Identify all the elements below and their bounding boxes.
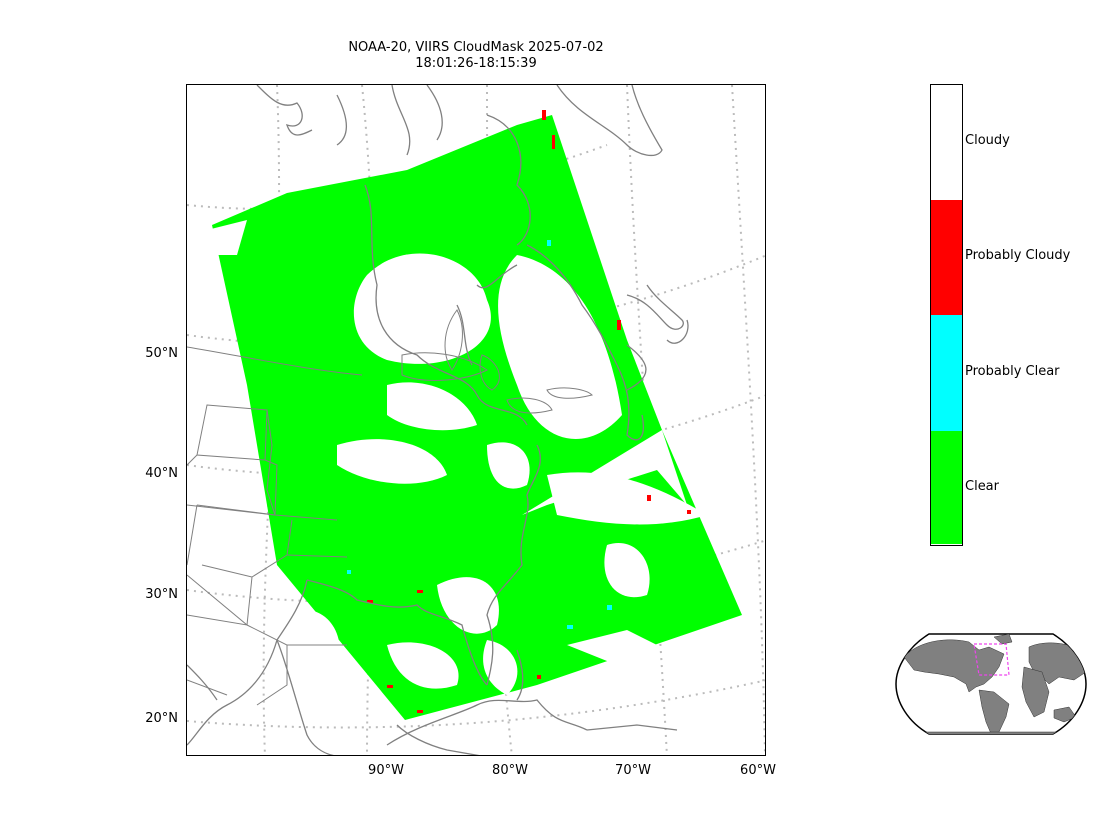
swath-speckles: [347, 110, 691, 713]
lat-label-50n: 50°N: [145, 346, 178, 361]
map-panel[interactable]: [186, 84, 766, 756]
map-canvas: [187, 85, 765, 755]
inset-globe: [894, 632, 1088, 736]
lat-label-40n: 40°N: [145, 466, 178, 481]
inset-region-outline: [973, 643, 1010, 676]
lon-label-60w: 60°W: [740, 763, 776, 778]
swath-cloudy-areas: [207, 220, 707, 695]
legend-label-cloudy: Cloudy: [965, 133, 1010, 148]
inset-land: [903, 634, 1086, 734]
coastlines: [187, 85, 689, 755]
colorbar-probably-clear: [931, 315, 962, 431]
cloudy-ocean-gap: [522, 430, 687, 515]
colorbar-cloudy: [931, 85, 962, 200]
inset-globe-canvas: [895, 633, 1087, 735]
lat-label-20n: 20°N: [145, 711, 178, 726]
state-boundaries: [187, 346, 363, 706]
colorbar: [930, 84, 963, 546]
lon-label-70w: 70°W: [615, 763, 651, 778]
title-line-1: NOAA-20, VIIRS CloudMask 2025-07-02: [348, 40, 604, 55]
legend-label-probably-cloudy: Probably Cloudy: [965, 248, 1071, 263]
colorbar-clear: [931, 431, 962, 544]
legend-label-probably-clear: Probably Clear: [965, 364, 1060, 379]
lon-label-80w: 80°W: [492, 763, 528, 778]
lat-label-30n: 30°N: [145, 587, 178, 602]
map-title: NOAA-20, VIIRS CloudMask 2025-07-02 18:0…: [186, 40, 766, 72]
legend-label-clear: Clear: [965, 479, 999, 494]
great-lakes: [401, 309, 593, 414]
title-line-2: 18:01:26-18:15:39: [415, 56, 537, 71]
colorbar-probably-cloudy: [931, 200, 962, 315]
lon-label-90w: 90°W: [368, 763, 404, 778]
